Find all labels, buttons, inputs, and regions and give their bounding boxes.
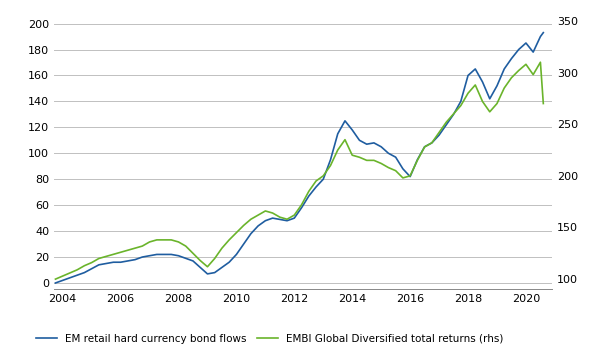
EM retail hard currency bond flows	[146, 253, 153, 258]
EMBI Global Diversified total returns (rhs)	[88, 261, 95, 265]
EM retail hard currency bond flows	[540, 30, 547, 35]
Line: EM retail hard currency bond flows: EM retail hard currency bond flows	[55, 32, 544, 283]
EM retail hard currency bond flows	[117, 260, 124, 264]
EM retail hard currency bond flows	[88, 267, 95, 271]
EMBI Global Diversified total returns (rhs)	[211, 256, 218, 261]
EMBI Global Diversified total returns (rhs)	[530, 72, 537, 77]
EM retail hard currency bond flows	[211, 270, 218, 275]
EMBI Global Diversified total returns (rhs)	[218, 246, 226, 250]
EMBI Global Diversified total returns (rhs)	[52, 277, 59, 281]
EMBI Global Diversified total returns (rhs)	[540, 101, 547, 106]
Legend: EM retail hard currency bond flows, EMBI Global Diversified total returns (rhs): EM retail hard currency bond flows, EMBI…	[32, 329, 508, 348]
EM retail hard currency bond flows	[218, 265, 226, 270]
EMBI Global Diversified total returns (rhs)	[146, 240, 153, 244]
EMBI Global Diversified total returns (rhs)	[334, 148, 341, 152]
Line: EMBI Global Diversified total returns (rhs): EMBI Global Diversified total returns (r…	[55, 62, 544, 279]
EM retail hard currency bond flows	[334, 132, 341, 136]
EM retail hard currency bond flows	[52, 281, 59, 285]
EMBI Global Diversified total returns (rhs)	[537, 60, 544, 64]
